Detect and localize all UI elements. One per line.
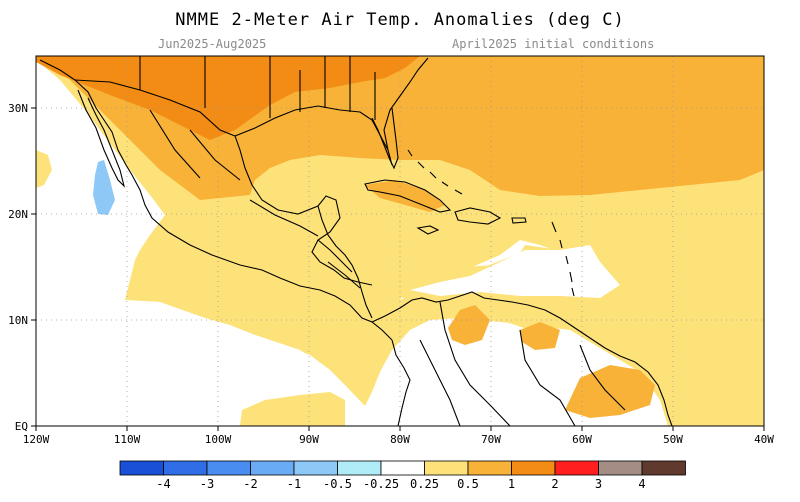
axis-ticks	[31, 107, 765, 431]
latitude-labels: EQ 10N 20N 30N	[8, 102, 28, 433]
lon-label: 80W	[390, 433, 410, 446]
colorbar-label: 0.25	[410, 477, 439, 491]
anomaly-region-light-orange-brazil	[565, 365, 655, 418]
colorbar-label: 1	[508, 477, 515, 491]
lon-label: 90W	[299, 433, 319, 446]
colorbar-label: 2	[551, 477, 558, 491]
gridlines	[36, 56, 764, 426]
initial-conditions: April2025 initial conditions	[452, 37, 655, 51]
anomaly-region-light-yellow-pacific-patch	[36, 150, 52, 188]
border-us-states	[139, 56, 376, 120]
lon-label: 110W	[114, 433, 141, 446]
coastline-us-gulf	[234, 57, 429, 166]
lon-label: 120W	[23, 433, 50, 446]
coastline-gulf-of-mexico	[234, 135, 373, 286]
forecast-period: Jun2025-Aug2025	[158, 37, 267, 51]
lat-label: 30N	[8, 102, 28, 115]
coastline-central-america-caribbean	[317, 205, 373, 319]
anomaly-region-neutral-caribbean	[410, 245, 620, 298]
colorbar-label: -1	[287, 477, 301, 491]
coastline-florida	[371, 107, 399, 170]
lon-label: 60W	[572, 433, 592, 446]
colorbar-label: -4	[156, 477, 170, 491]
coastline-puerto-rico	[511, 217, 527, 224]
coastline-south-america-pacific	[391, 339, 411, 426]
map-title: NMME 2-Meter Air Temp. Anomalies (deg C)	[175, 10, 625, 30]
coastline-south-america-north	[371, 291, 673, 426]
anomaly-region-neutral-pacific	[36, 130, 345, 426]
coastline-jamaica	[416, 225, 440, 235]
colorbar-swatch	[598, 460, 643, 476]
anomaly-region-light-orange-cuba	[365, 180, 445, 212]
colorbar-swatch	[337, 460, 382, 476]
colorbar-swatch	[163, 460, 208, 476]
lat-label: EQ	[15, 420, 28, 433]
colorbar-label: 4	[638, 477, 645, 491]
longitude-labels: 120W 110W 100W 90W 80W 70W 60W 50W 40W	[23, 433, 775, 446]
border-us-mexico	[74, 79, 236, 137]
border-central-america	[317, 239, 361, 289]
colorbar-label: -0.5	[323, 477, 352, 491]
colorbar-swatch	[206, 460, 251, 476]
lon-label: 40W	[754, 433, 774, 446]
colorbar-label: 0.5	[457, 477, 479, 491]
coastline-baja	[77, 89, 126, 188]
coastline-hispaniola	[454, 207, 502, 225]
lon-label: 100W	[205, 433, 232, 446]
colorbar-swatch	[380, 460, 425, 476]
colorbar: -4 -3 -2 -1 -0.5 -0.25 0.25 0.5 1 2 3 4	[119, 460, 686, 491]
colorbar-swatch	[467, 460, 512, 476]
lat-label: 10N	[8, 314, 28, 327]
colorbar-swatch	[250, 460, 295, 476]
coastline-cuba	[364, 179, 452, 213]
coastline-bahamas	[407, 149, 463, 195]
anomaly-region-orange	[36, 56, 420, 140]
colorbar-swatch	[641, 460, 686, 476]
lon-label: 70W	[481, 433, 501, 446]
colorbar-label: -2	[243, 477, 257, 491]
coastline-lesser-antilles	[551, 221, 575, 297]
colorbar-label: -0.25	[363, 477, 399, 491]
border-south-america	[419, 301, 626, 426]
coastlines	[39, 56, 673, 426]
anomaly-region-light-yellow-pacific-south	[240, 392, 345, 426]
colorbar-swatch	[511, 460, 556, 476]
colorbar-label: -3	[200, 477, 214, 491]
lon-label: 50W	[663, 433, 683, 446]
colorbar-swatch	[293, 460, 338, 476]
lat-label: 20N	[8, 208, 28, 221]
anomaly-region-light-orange-venezuela	[448, 305, 490, 345]
coastline-north-america-pacific	[39, 59, 393, 341]
anomaly-region-light-orange-guyana	[520, 322, 560, 350]
border-mexico-states	[149, 109, 319, 237]
colorbar-swatch	[119, 460, 164, 476]
colorbar-swatch	[554, 460, 599, 476]
colorbar-label: 3	[595, 477, 602, 491]
anomaly-region-light-blue	[93, 160, 115, 215]
colorbar-swatch	[424, 460, 469, 476]
